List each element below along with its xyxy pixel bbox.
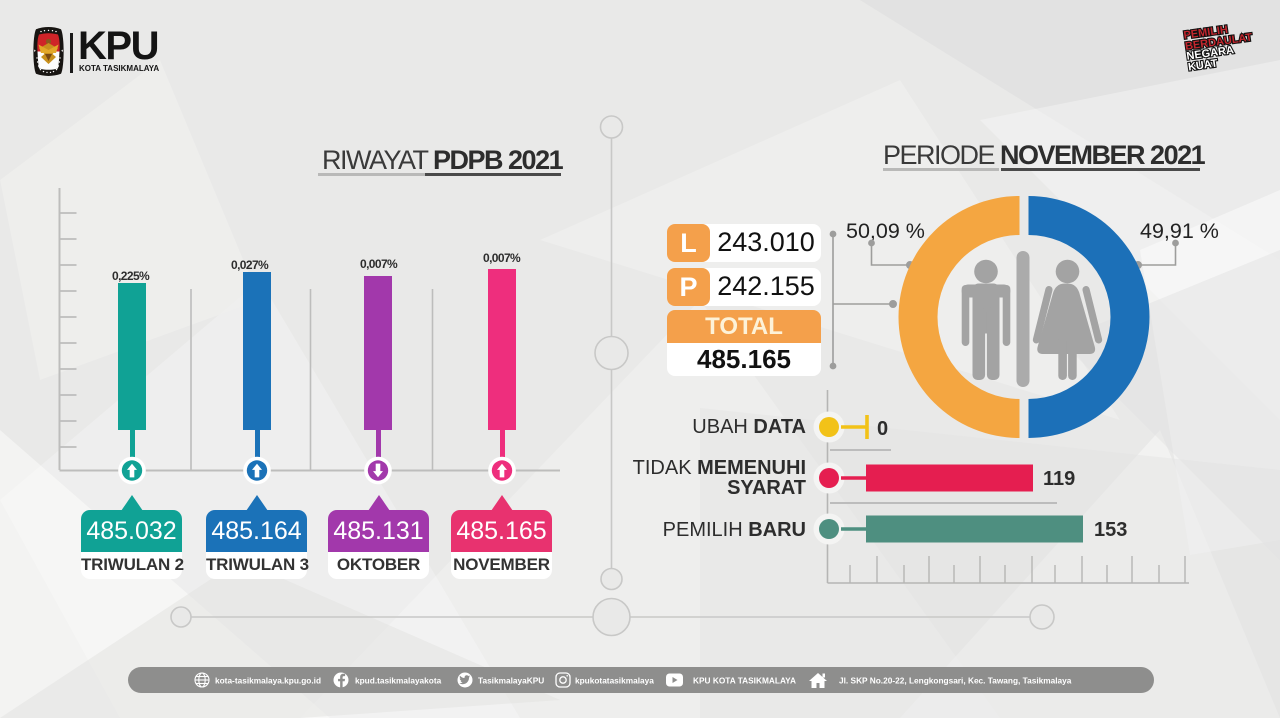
svg-text:kpud.tasikmalayakota: kpud.tasikmalayakota: [355, 676, 442, 686]
svg-text:KPU KOTA TASIKMALAYA: KPU KOTA TASIKMALAYA: [693, 676, 796, 686]
svg-text:Jl. SKP No.20-22, Lengkongsari: Jl. SKP No.20-22, Lengkongsari, Kec. Taw…: [839, 676, 1072, 686]
svg-text:kota-tasikmalaya.kpu.go.id: kota-tasikmalaya.kpu.go.id: [215, 676, 321, 686]
svg-text:TasikmalayaKPU: TasikmalayaKPU: [478, 676, 544, 686]
svg-text:kpukotatasikmalaya: kpukotatasikmalaya: [575, 676, 654, 686]
